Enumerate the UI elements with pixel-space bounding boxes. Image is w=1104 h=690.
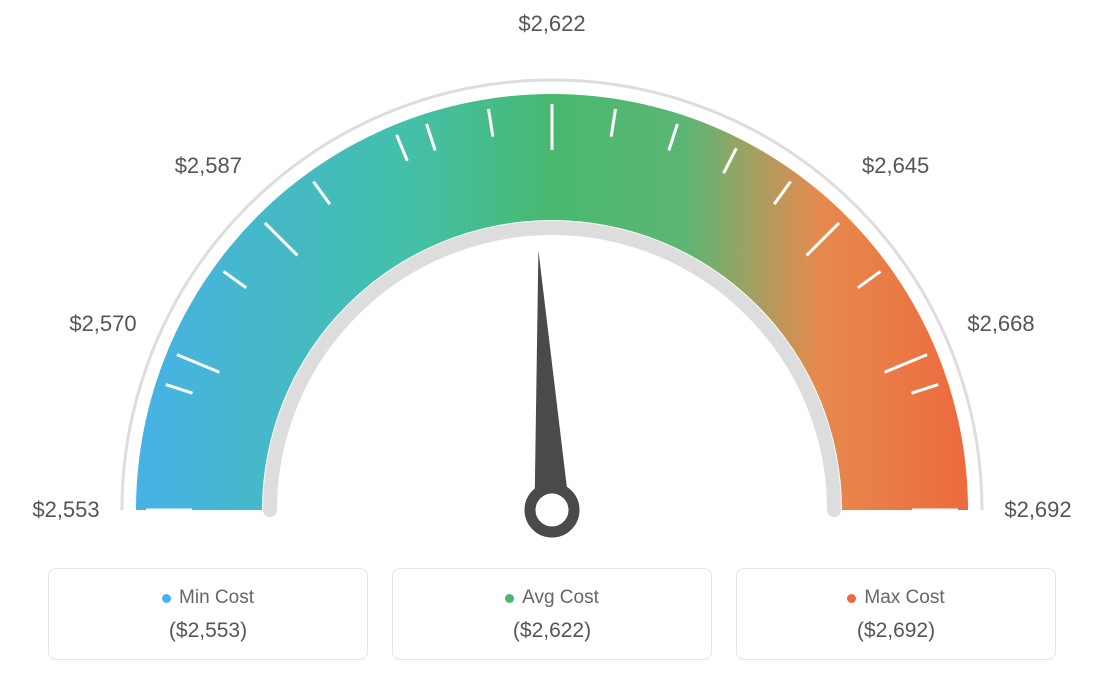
- gauge-tick-label: $2,692: [1004, 497, 1071, 523]
- min-cost-value: ($2,553): [69, 619, 347, 643]
- avg-cost-title: Avg Cost: [505, 587, 599, 609]
- avg-cost-card: Avg Cost ($2,622): [392, 568, 712, 660]
- max-cost-value: ($2,692): [757, 619, 1035, 643]
- gauge-tick-label: $2,668: [967, 311, 1034, 337]
- min-dot-icon: [162, 594, 171, 603]
- stats-row: Min Cost ($2,553) Avg Cost ($2,622) Max …: [0, 568, 1104, 660]
- gauge-tick-label: $2,553: [32, 497, 99, 523]
- max-cost-label: Max Cost: [864, 587, 944, 609]
- gauge-tick-label: $2,587: [175, 153, 242, 179]
- max-dot-icon: [847, 594, 856, 603]
- gauge-tick-label: $2,645: [862, 153, 929, 179]
- gauge-tick-label: $2,570: [69, 311, 136, 337]
- max-cost-card: Max Cost ($2,692): [736, 568, 1056, 660]
- avg-cost-value: ($2,622): [413, 619, 691, 643]
- avg-dot-icon: [505, 594, 514, 603]
- min-cost-label: Min Cost: [179, 587, 254, 609]
- min-cost-card: Min Cost ($2,553): [48, 568, 368, 660]
- cost-gauge: $2,553 $2,570 $2,587 $2,622 $2,645 $2,668 $2,6…: [0, 0, 1104, 560]
- gauge-tick-label: $2,622: [518, 11, 585, 37]
- min-cost-title: Min Cost: [162, 587, 254, 609]
- avg-cost-label: Avg Cost: [522, 587, 599, 609]
- gauge-svg: [0, 0, 1104, 560]
- max-cost-title: Max Cost: [847, 587, 944, 609]
